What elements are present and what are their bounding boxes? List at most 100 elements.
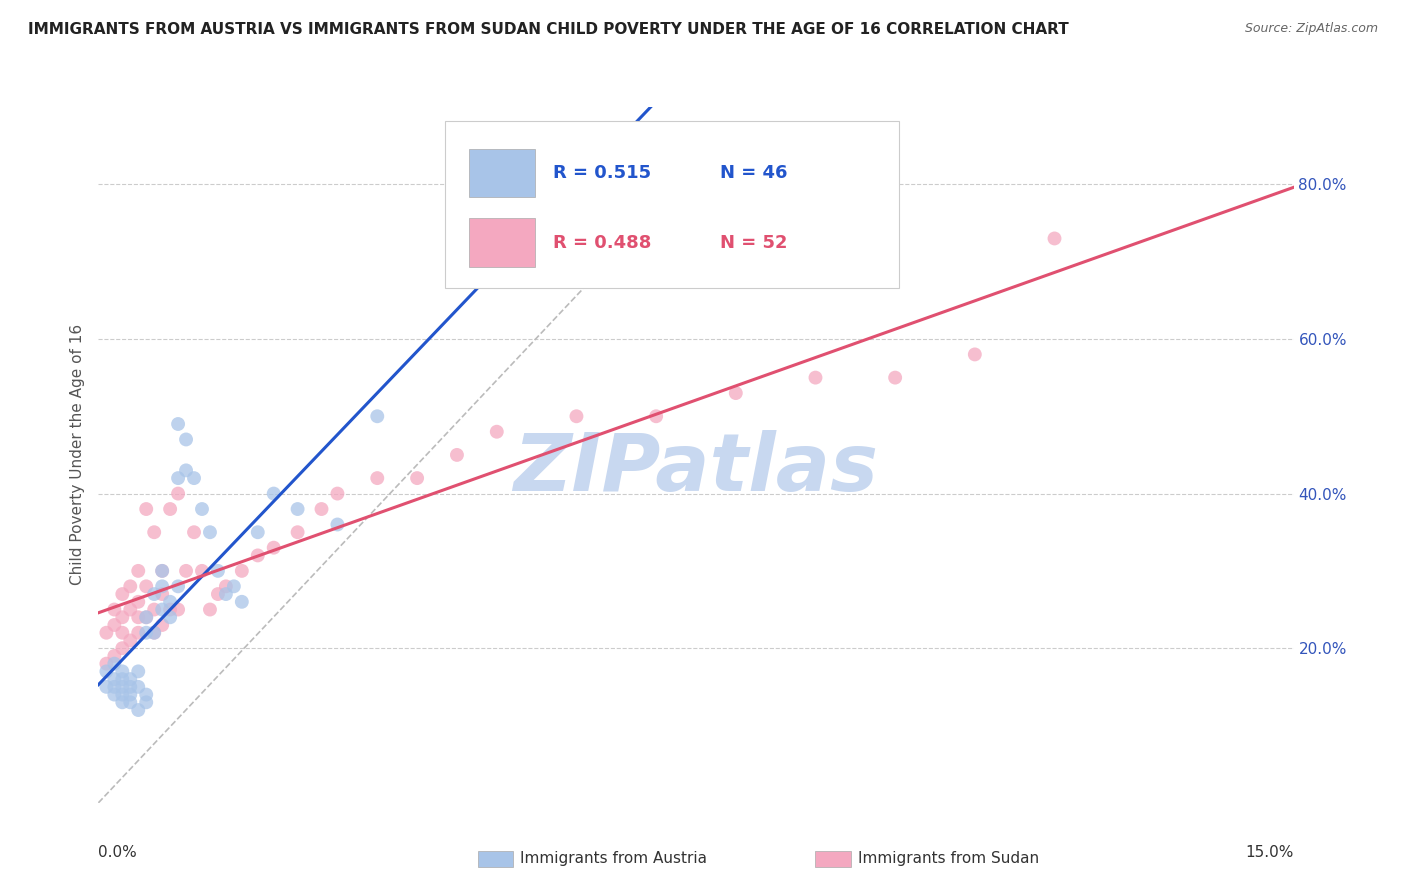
Point [231,595,253,609]
Point [326,486,349,500]
Point [287,502,309,516]
Point [135,625,157,640]
Point [127,610,149,624]
FancyBboxPatch shape [444,121,900,288]
Point [150,602,173,616]
Point [111,587,134,601]
Point [96,680,118,694]
Point [215,587,238,601]
Point [120,579,142,593]
Point [167,417,190,431]
Point [143,625,166,640]
Point [111,680,134,694]
Point [111,695,134,709]
Point [127,680,149,694]
Point [143,525,166,540]
Point [127,564,149,578]
Text: N = 46: N = 46 [720,164,787,182]
Point [111,688,134,702]
Point [111,610,134,624]
Point [103,657,125,671]
Point [127,625,149,640]
Point [120,672,142,686]
Point [263,541,285,555]
Point [485,425,508,439]
Point [174,463,197,477]
Point [167,602,190,616]
Point [963,347,986,361]
Point [135,610,157,624]
Text: R = 0.515: R = 0.515 [553,164,651,182]
Point [103,688,125,702]
Point [159,595,181,609]
Point [406,471,429,485]
Point [103,648,125,663]
Point [135,610,157,624]
Point [120,695,142,709]
Text: N = 52: N = 52 [720,234,787,252]
Point [287,525,309,540]
Point [127,703,149,717]
Point [804,370,827,384]
Point [96,665,118,679]
Point [191,502,214,516]
Point [103,672,125,686]
Point [120,688,142,702]
Point [135,688,157,702]
Point [311,502,333,516]
Point [174,564,197,578]
Point [150,587,173,601]
Point [222,579,245,593]
Point [207,587,229,601]
Text: Immigrants from Sudan: Immigrants from Sudan [858,852,1039,866]
Point [263,486,285,500]
Point [326,517,349,532]
Point [167,486,190,500]
Point [159,502,181,516]
Point [183,471,205,485]
Point [198,525,221,540]
Point [167,471,190,485]
Point [167,579,190,593]
Point [120,602,142,616]
Point [150,564,173,578]
Point [135,695,157,709]
Point [174,433,197,447]
Point [103,618,125,632]
Point [96,657,118,671]
Point [111,665,134,679]
Point [884,370,907,384]
Text: R = 0.488: R = 0.488 [553,234,651,252]
Text: 15.0%: 15.0% [1246,845,1294,860]
Point [231,564,253,578]
Point [143,587,166,601]
Point [150,618,173,632]
Y-axis label: Child Poverty Under the Age of 16: Child Poverty Under the Age of 16 [69,325,84,585]
Text: Source: ZipAtlas.com: Source: ZipAtlas.com [1244,22,1378,36]
Point [150,579,173,593]
Point [366,409,388,424]
Bar [470,219,534,267]
Point [120,680,142,694]
Point [207,564,229,578]
Point [446,448,468,462]
Text: IMMIGRANTS FROM AUSTRIA VS IMMIGRANTS FROM SUDAN CHILD POVERTY UNDER THE AGE OF : IMMIGRANTS FROM AUSTRIA VS IMMIGRANTS FR… [28,22,1069,37]
Point [135,579,157,593]
Point [103,602,125,616]
Point [143,625,166,640]
Point [150,564,173,578]
Point [198,602,221,616]
Bar [470,149,534,197]
Point [127,595,149,609]
Point [724,386,747,401]
Point [96,625,118,640]
Point [645,409,668,424]
Point [120,633,142,648]
Point [111,625,134,640]
Point [127,665,149,679]
Point [135,502,157,516]
Point [159,610,181,624]
Point [111,641,134,656]
Text: 0.0%: 0.0% [98,845,138,860]
Point [103,680,125,694]
